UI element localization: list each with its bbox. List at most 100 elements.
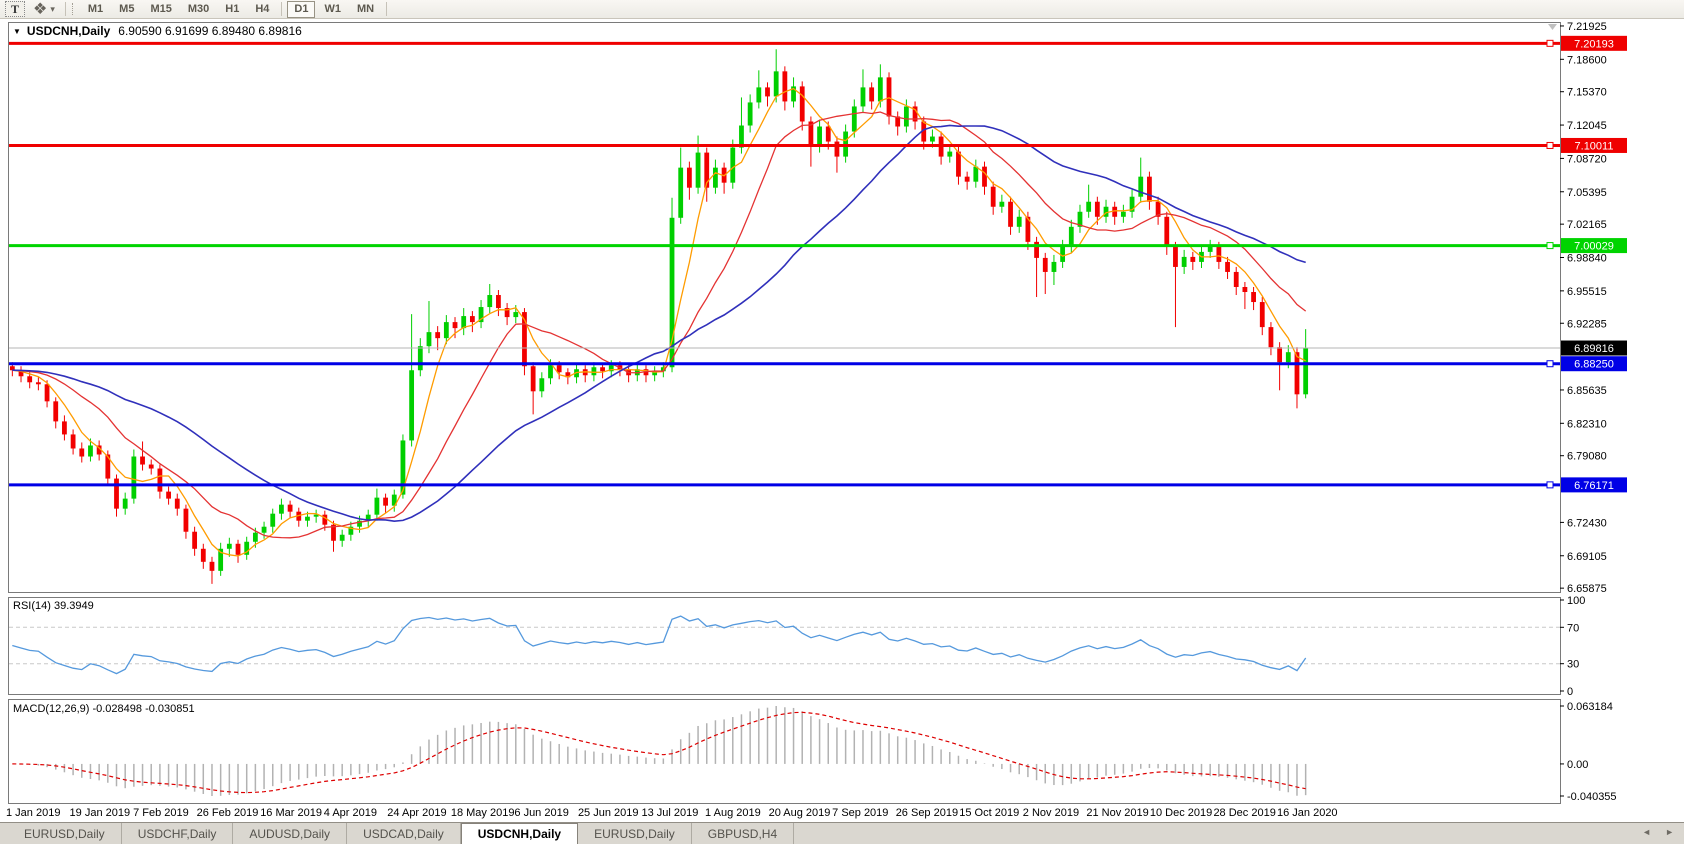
axis-label: 6.88250 (1574, 359, 1614, 371)
axis-label: 30 (1567, 659, 1579, 671)
macd-histogram (20, 706, 1307, 796)
axis-label: 7.00029 (1574, 241, 1614, 253)
timeframe-h1-button[interactable]: H1 (218, 1, 246, 18)
axis-label: 20 Aug 2019 (769, 807, 831, 819)
tab-usdchf-daily[interactable]: USDCHF,Daily (122, 823, 234, 844)
tab-scroll-right-icon[interactable]: ► (1665, 827, 1674, 837)
axis-label: 6 Jun 2019 (514, 807, 568, 819)
axis-label: 100 (1567, 595, 1585, 607)
macd-signal-line (12, 711, 1306, 794)
axis-label: 26 Sep 2019 (896, 807, 958, 819)
ma-medium-line (12, 111, 1307, 539)
current-price-badge (1561, 340, 1627, 356)
axis-label: 7.21925 (1567, 21, 1607, 33)
toolbar: T ❖ ▾ M1 M5 M15 M30 H1 H4 D1 W1 MN (0, 0, 1684, 19)
timeframe-m5-button[interactable]: M5 (112, 1, 141, 18)
tab-eurusd-daily[interactable]: EURUSD,Daily (8, 823, 122, 844)
axis-label: 6.65875 (1567, 583, 1607, 595)
axis-label: 24 Apr 2019 (387, 807, 446, 819)
axis-label: 6.79080 (1567, 451, 1607, 463)
axis-label: 0.063184 (1567, 701, 1613, 713)
rsi-header: RSI(14) 39.3949 (13, 600, 94, 612)
price-axis-ticks (1560, 25, 1564, 589)
axis-label: 1 Aug 2019 (705, 807, 761, 819)
level-handle[interactable] (1546, 242, 1554, 250)
axis-label: 6.85635 (1567, 385, 1607, 397)
axis-label: 6.82310 (1567, 418, 1607, 430)
axis-label: 7 Feb 2019 (133, 807, 189, 819)
level-price-badge (1561, 137, 1627, 153)
timeframe-w1-button[interactable]: W1 (317, 1, 348, 18)
axis-label: 6.72430 (1567, 517, 1607, 529)
symbol-tabbar: EURUSD,Daily USDCHF,Daily AUDUSD,Daily U… (0, 822, 1684, 844)
toolbar-separator (64, 2, 66, 16)
ma-slow-line (12, 124, 1306, 523)
chart-title: ▼ USDCNH,Daily 6.90590 6.91699 6.89480 6… (13, 24, 302, 38)
toolbar-separator (281, 2, 283, 16)
axis-label: 25 Jun 2019 (578, 807, 639, 819)
axis-label: 6.92285 (1567, 318, 1607, 330)
chevron-down-icon: ▾ (50, 3, 55, 14)
arrange-tool-button[interactable]: ❖ ▾ (33, 0, 55, 19)
macd-header: MACD(12,26,9) -0.028498 -0.030851 (13, 703, 195, 715)
toolbar-separator (386, 2, 388, 16)
tab-scroll-left-icon[interactable]: ◄ (1642, 827, 1652, 837)
axis-label: 13 Jul 2019 (642, 807, 699, 819)
axis-label: 18 May 2019 (451, 807, 515, 819)
axis-label: 4 Apr 2019 (324, 807, 377, 819)
axis-label: 7 Sep 2019 (832, 807, 888, 819)
level-price-badge (1561, 35, 1627, 51)
axis-label: 6.98840 (1567, 253, 1607, 265)
chart-scroll-marker-icon[interactable] (1548, 24, 1557, 30)
axis-label: 7.08720 (1567, 153, 1607, 165)
axis-label: 7.05395 (1567, 187, 1607, 199)
level-handle[interactable] (1546, 481, 1554, 489)
symbol-dropdown-icon[interactable]: ▼ (13, 26, 21, 36)
level-handle[interactable] (1546, 141, 1554, 149)
axis-label: 70 (1567, 622, 1579, 634)
axis-label: 2 Nov 2019 (1023, 807, 1079, 819)
axis-label: 16 Jan 2020 (1277, 807, 1338, 819)
level-handle[interactable] (1546, 39, 1554, 47)
toolbar-grip[interactable] (71, 3, 75, 15)
axis-label: 15 Oct 2019 (959, 807, 1019, 819)
axis-label: 0.00 (1567, 759, 1588, 771)
axis-label: 7.15370 (1567, 87, 1607, 99)
axis-label: 0 (1567, 686, 1573, 698)
text-tool-button[interactable]: T (5, 1, 25, 17)
axis-label: 6.76171 (1574, 480, 1614, 492)
tab-gbpusd-h4[interactable]: GBPUSD,H4 (692, 823, 795, 844)
axis-label: 6.95515 (1567, 286, 1607, 298)
timeframe-m1-button[interactable]: M1 (81, 1, 110, 18)
level-handle[interactable] (1546, 360, 1554, 368)
horizontal-levels[interactable] (9, 35, 1627, 493)
chart-panel[interactable] (8, 597, 1561, 695)
chart-symbol-label: USDCNH,Daily (26, 24, 111, 38)
timeframe-mn-button[interactable]: MN (350, 1, 381, 18)
axis-label: 7.12045 (1567, 120, 1607, 132)
axis-label: -0.040355 (1567, 791, 1617, 803)
axis-label: 7.02165 (1567, 219, 1607, 231)
axis-label: 16 Mar 2019 (260, 807, 322, 819)
axis-label: 7.18600 (1567, 54, 1607, 66)
axis-label: 6.69105 (1567, 551, 1607, 563)
timeframe-d1-button[interactable]: D1 (287, 0, 316, 18)
tab-eurusd-daily-2[interactable]: EURUSD,Daily (578, 823, 692, 844)
chart-ohlc-values: 6.90590 6.91699 6.89480 6.89816 (118, 24, 302, 38)
tab-audusd-daily[interactable]: AUDUSD,Daily (233, 823, 348, 844)
axis-label: 26 Feb 2019 (197, 807, 259, 819)
arrange-icon: ❖ (33, 1, 48, 18)
timeframe-m15-button[interactable]: M15 (143, 1, 178, 18)
axis-label: 7.10011 (1575, 140, 1614, 152)
level-price-badge (1561, 356, 1627, 372)
tab-usdcnh-daily[interactable]: USDCNH,Daily (460, 823, 579, 844)
rsi-line (12, 615, 1307, 675)
tab-usdcad-daily[interactable]: USDCAD,Daily (347, 823, 461, 844)
level-price-badge (1561, 238, 1627, 254)
axis-label: 28 Dec 2019 (1213, 807, 1275, 819)
tab-scroll-controls: ◄ ► (1642, 827, 1674, 837)
timeframe-h4-button[interactable]: H4 (248, 1, 276, 18)
timeframe-m30-button[interactable]: M30 (181, 1, 216, 18)
